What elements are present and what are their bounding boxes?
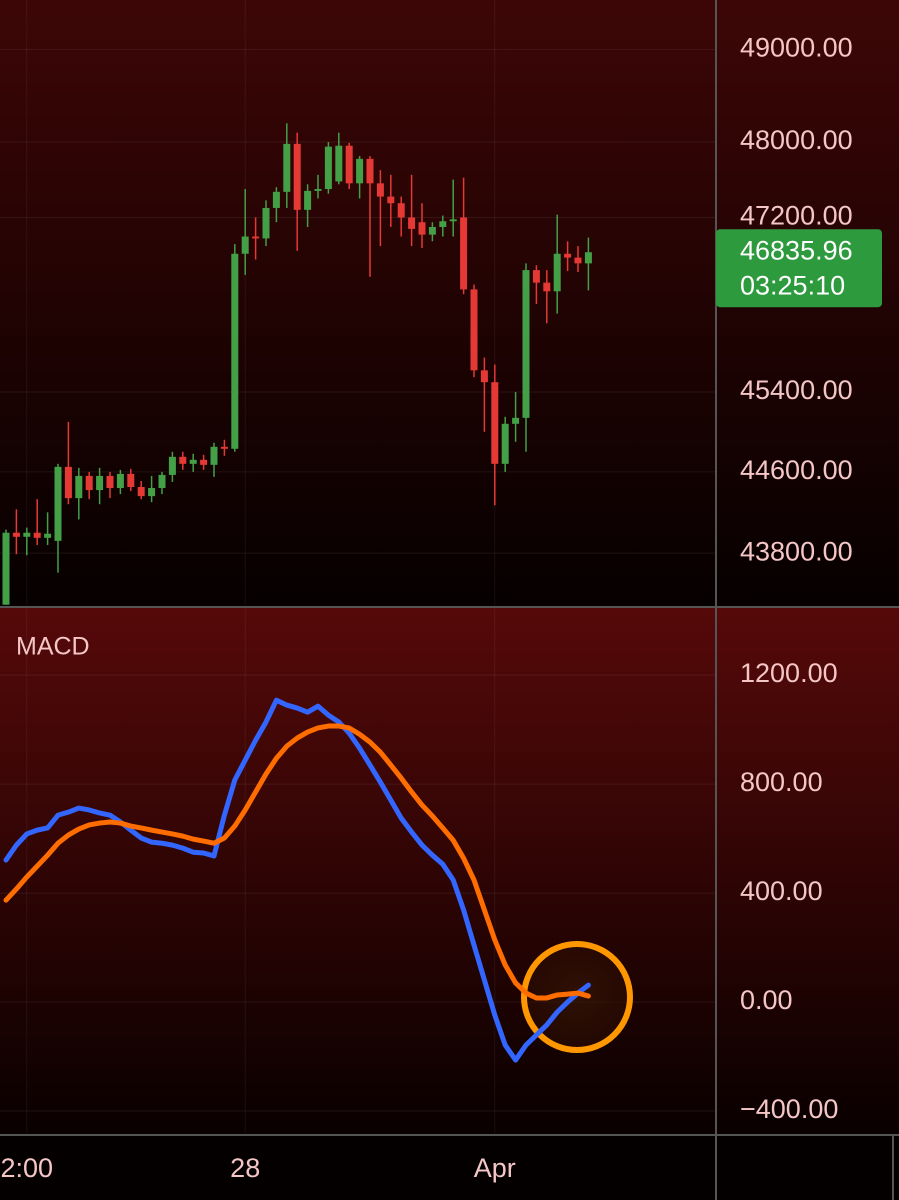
y-tick-label: 44600.00 xyxy=(740,455,853,485)
macd-line xyxy=(3,723,591,1001)
candle-body xyxy=(12,532,20,537)
macd-line xyxy=(3,697,591,1063)
y-tick-label: 48000.00 xyxy=(740,125,853,155)
candle-body xyxy=(314,189,322,191)
candle-body xyxy=(200,459,208,465)
candle-body xyxy=(137,487,145,497)
candle-body xyxy=(460,217,468,290)
candle-body xyxy=(179,456,187,464)
candle-body xyxy=(127,473,135,488)
candle-body xyxy=(54,466,62,541)
last-price-box xyxy=(716,229,882,308)
candle-body xyxy=(23,532,31,537)
candle-body xyxy=(2,532,10,605)
candle-body xyxy=(408,217,416,229)
y-tick-label: 45400.00 xyxy=(740,375,853,405)
candle-body xyxy=(449,219,457,222)
time-axis xyxy=(0,1135,899,1200)
candle-body xyxy=(220,446,228,449)
candle-body xyxy=(116,473,124,489)
candle-body xyxy=(501,423,509,464)
candle-body xyxy=(397,203,405,218)
x-tick-label: Apr xyxy=(474,1153,516,1183)
y-tick-label: 800.00 xyxy=(740,767,823,797)
candle-body xyxy=(44,533,52,538)
y-tick-label: 49000.00 xyxy=(740,33,853,63)
candle-body xyxy=(428,226,436,235)
candle-body xyxy=(356,158,364,184)
candle-body xyxy=(64,466,72,499)
candle-body xyxy=(148,488,156,497)
candle-body xyxy=(33,532,41,538)
y-tick-label: 400.00 xyxy=(740,876,823,906)
candle-body xyxy=(491,382,499,464)
candle-body xyxy=(304,190,312,210)
candle-body xyxy=(543,282,551,292)
candle-body xyxy=(553,253,561,292)
candle-body xyxy=(283,143,291,192)
y-tick-label: 47200.00 xyxy=(740,201,853,231)
y-tick-label: 1200.00 xyxy=(740,658,838,688)
candle-body xyxy=(106,475,114,489)
candle-body xyxy=(75,475,83,499)
candle-body xyxy=(324,146,332,190)
x-tick-label: 2:00 xyxy=(1,1153,54,1183)
candle-body xyxy=(418,222,426,235)
candle-body xyxy=(376,183,384,197)
candle-body xyxy=(96,475,104,491)
y-tick-label: −400.00 xyxy=(740,1094,838,1124)
candle-body xyxy=(293,143,301,210)
candle-body xyxy=(272,191,280,208)
candle-body xyxy=(158,474,166,489)
candle-body xyxy=(210,446,218,465)
y-tick-label: 43800.00 xyxy=(740,536,853,566)
x-tick-label: 28 xyxy=(230,1153,260,1183)
candle-body xyxy=(345,145,353,184)
candle-body xyxy=(252,236,260,239)
last-price: 46835.96 xyxy=(740,235,853,265)
candle-body xyxy=(231,253,239,449)
candle-body xyxy=(387,196,395,204)
candle-body xyxy=(168,456,176,475)
indicator-title: MACD xyxy=(16,633,90,661)
candle-body xyxy=(480,370,488,383)
candle-body xyxy=(584,252,592,264)
candle-body xyxy=(85,475,93,491)
candle-body xyxy=(241,236,249,254)
candle-body xyxy=(335,145,343,182)
y-tick-label: 0.00 xyxy=(740,985,793,1015)
countdown: 03:25:10 xyxy=(740,270,845,300)
candle-body xyxy=(366,158,374,184)
candle-body xyxy=(262,207,270,239)
candle-body xyxy=(439,221,447,227)
candle-body xyxy=(522,270,530,418)
candle-body xyxy=(470,289,478,371)
candle-body xyxy=(532,270,540,283)
candle-body xyxy=(512,417,520,424)
candle-body xyxy=(574,257,582,264)
candle-body xyxy=(189,459,197,464)
candle-body xyxy=(564,253,572,258)
